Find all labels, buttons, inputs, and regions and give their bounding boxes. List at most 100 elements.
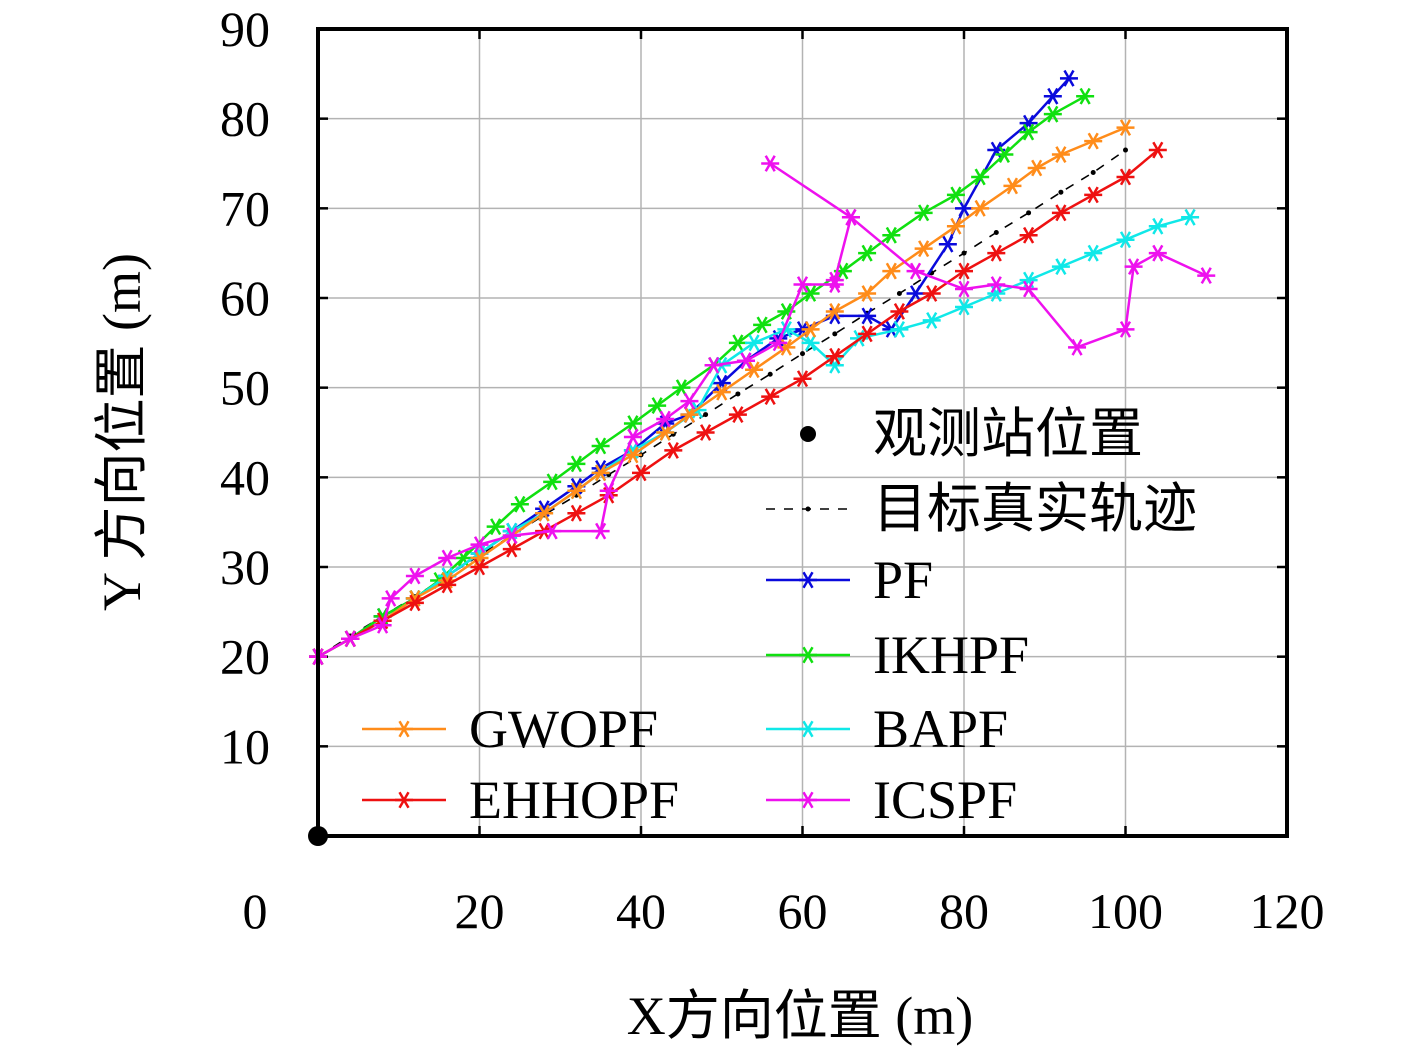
data-point <box>1090 169 1096 175</box>
data-point <box>971 168 990 186</box>
x-tick-labels: 0 20 40 60 80 100 120 <box>243 883 1325 939</box>
legend-item-gwopf: GWOPF <box>362 699 658 759</box>
x-tick-label: 80 <box>939 883 989 939</box>
legend-marker <box>799 720 817 738</box>
plot-frame <box>316 27 1289 838</box>
data-point <box>841 208 860 226</box>
data-point <box>567 482 586 500</box>
data-point <box>777 320 796 338</box>
x-tick-label: 0 <box>243 883 268 939</box>
y-tick-label: 70 <box>220 180 270 236</box>
data-point <box>767 371 773 377</box>
data-point <box>1123 147 1128 153</box>
data-point <box>664 442 683 459</box>
series-line <box>317 149 1126 658</box>
data-point <box>656 424 675 441</box>
data-point <box>914 240 933 258</box>
data-point <box>890 303 909 320</box>
legend-label: GWOPF <box>469 699 658 759</box>
data-point <box>1043 87 1062 105</box>
data-point <box>801 334 820 352</box>
data-point <box>914 204 933 222</box>
data-point <box>938 235 957 253</box>
series-ikhpf <box>309 87 1095 666</box>
legend-item-ehhopf: EHHOPF <box>362 770 679 830</box>
data-point <box>825 271 844 289</box>
data-point <box>955 199 973 217</box>
data-point <box>1019 271 1038 289</box>
data-point <box>567 455 586 473</box>
data-point <box>502 540 521 558</box>
data-point <box>896 291 902 297</box>
data-point <box>405 567 424 585</box>
data-point <box>955 262 973 280</box>
data-point <box>922 311 941 329</box>
legend-marker <box>395 720 413 738</box>
data-point <box>381 589 400 607</box>
data-point <box>704 356 723 374</box>
x-tick-label: 100 <box>1088 883 1163 939</box>
data-point <box>1116 119 1135 137</box>
legend-item-bapf: BAPF <box>766 699 1008 759</box>
data-point <box>890 320 909 338</box>
data-point <box>543 473 562 491</box>
data-point <box>993 230 999 236</box>
y-tick-label: 80 <box>220 91 270 147</box>
legend-marker <box>805 506 811 512</box>
series-line <box>317 126 1126 658</box>
series-ehhopf <box>309 141 1167 666</box>
data-point <box>567 504 586 522</box>
data-point <box>502 527 521 545</box>
legend-label: EHHOPF <box>469 770 679 830</box>
y-axis-title: Y 方向位置 (m) <box>92 253 152 611</box>
data-point <box>623 446 642 464</box>
data-point <box>680 406 699 423</box>
data-point <box>736 352 755 370</box>
data-point <box>1043 105 1062 123</box>
series-lines <box>308 69 1216 846</box>
data-point <box>825 347 844 365</box>
data-point <box>1019 123 1038 141</box>
data-point <box>832 331 838 337</box>
data-point <box>1148 141 1167 159</box>
data-point <box>543 522 562 540</box>
legend-marker <box>799 571 817 589</box>
data-point <box>1051 258 1070 276</box>
data-point <box>882 262 901 280</box>
data-point <box>1181 208 1200 226</box>
series-line <box>317 95 1086 658</box>
data-point <box>1068 338 1087 356</box>
y-tick-label: 10 <box>220 718 270 774</box>
data-point <box>1058 189 1064 195</box>
data-point <box>1051 146 1070 163</box>
series-pf <box>309 69 1078 666</box>
data-point <box>1084 132 1103 150</box>
data-point <box>1059 69 1078 87</box>
data-point <box>648 397 667 415</box>
data-point <box>405 594 424 612</box>
legend-label: 目标真实轨迹 <box>873 479 1197 539</box>
legend-label: PF <box>873 550 933 610</box>
data-point <box>987 244 1006 262</box>
y-tick-label: 50 <box>220 360 270 416</box>
data-point <box>341 630 360 648</box>
series-line <box>317 77 1070 658</box>
data-point <box>470 558 489 576</box>
data-point <box>825 303 844 320</box>
data-point <box>696 424 715 441</box>
legend-label: IKHPF <box>873 625 1029 685</box>
y-tick-label: 60 <box>220 270 270 326</box>
x-tick-label: 20 <box>455 883 505 939</box>
data-point <box>632 464 650 482</box>
data-point <box>961 250 967 256</box>
y-tick-labels: 10 20 30 40 50 60 70 80 90 <box>220 1 270 774</box>
data-point <box>1116 168 1135 186</box>
data-point <box>858 244 877 262</box>
legend-label: BAPF <box>873 699 1008 759</box>
data-point <box>761 388 780 406</box>
legend-marker <box>799 791 817 809</box>
data-point <box>591 464 610 482</box>
data-point <box>801 320 820 338</box>
legend-item-pf: PF <box>766 550 933 610</box>
data-point <box>987 276 1006 293</box>
